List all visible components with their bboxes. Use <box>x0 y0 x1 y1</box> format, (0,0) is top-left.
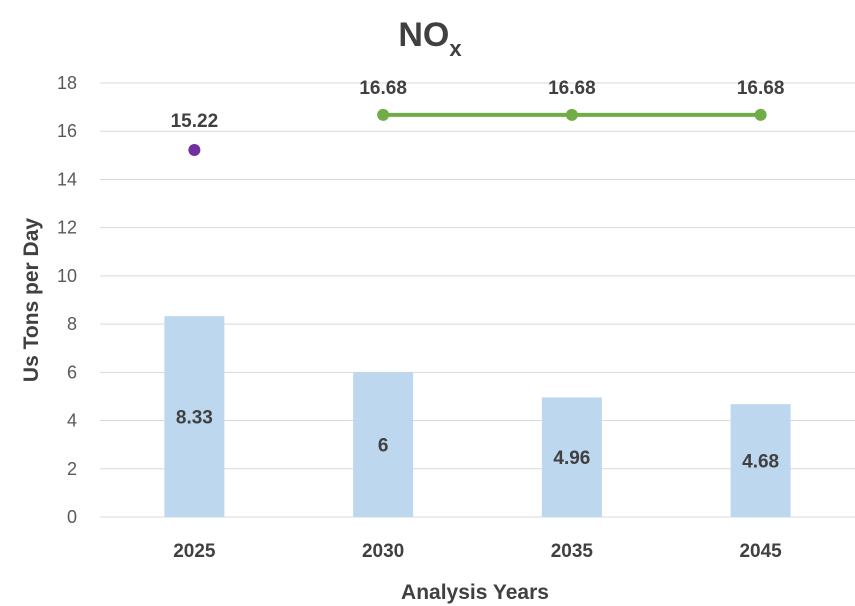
x-tick-label: 2025 <box>173 541 216 562</box>
line-point <box>754 108 767 121</box>
bar-data-label: 8.33 <box>176 408 213 429</box>
chart-title: NOx <box>398 16 462 61</box>
data-labels: 8.33 6 4.96 4.68 15.22 16.68 16.68 16.68 <box>171 78 785 473</box>
line-data-label: 16.68 <box>548 78 596 99</box>
chart-title-main: NO <box>398 16 449 54</box>
y-tick-label: 4 <box>67 411 77 431</box>
y-tick-label: 10 <box>57 266 77 286</box>
y-tick-label: 18 <box>57 73 77 93</box>
chart-title-subscript: x <box>449 36 462 61</box>
x-axis-title: Analysis Years <box>401 581 549 604</box>
line-point <box>565 108 578 121</box>
point-data-label: 15.22 <box>171 111 219 132</box>
x-tick-label: 2045 <box>739 541 782 562</box>
line-data-label: 16.68 <box>737 78 785 99</box>
bar <box>353 372 414 517</box>
bar-series <box>164 316 791 517</box>
y-tick-label: 8 <box>67 314 77 334</box>
y-axis-title: Us Tons per Day <box>20 218 43 382</box>
y-tick-label: 6 <box>67 362 77 382</box>
x-tick-label: 2035 <box>551 541 594 562</box>
bar-data-label: 4.96 <box>553 448 590 469</box>
y-tick-label: 0 <box>67 507 77 527</box>
y-tick-label: 12 <box>57 218 77 238</box>
bar <box>730 404 791 517</box>
bar <box>164 316 225 517</box>
y-tick-label: 2 <box>67 459 77 479</box>
line-point <box>377 108 390 121</box>
bar-data-label: 4.68 <box>742 452 779 473</box>
y-tick-label: 16 <box>57 121 77 141</box>
point-series <box>188 108 767 157</box>
y-tick-label: 14 <box>57 169 77 189</box>
bar-data-label: 6 <box>378 436 389 457</box>
y-axis-ticks: 0 2 4 6 8 10 12 14 16 18 <box>57 73 77 527</box>
line-data-label: 16.68 <box>359 78 407 99</box>
scatter-point <box>188 144 201 157</box>
bar <box>541 397 602 517</box>
x-tick-label: 2030 <box>362 541 404 562</box>
x-axis-ticks: 2025 2030 2035 2045 <box>173 541 782 562</box>
gridlines <box>100 82 855 518</box>
